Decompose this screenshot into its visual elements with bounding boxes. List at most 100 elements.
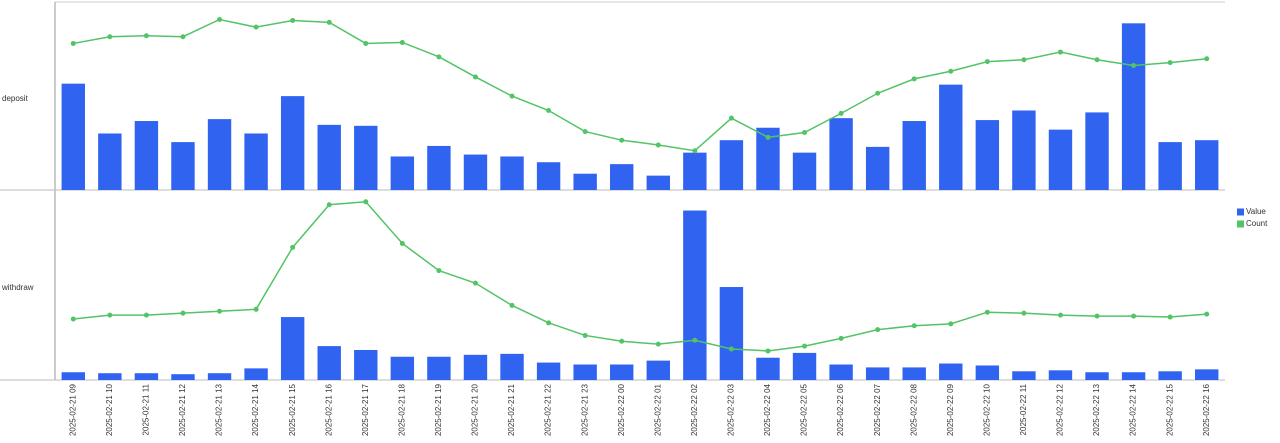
x-tick-label: 2025-02-21 19	[434, 383, 443, 436]
count-point	[875, 327, 881, 333]
bar	[463, 154, 488, 190]
count-point	[582, 332, 588, 338]
count-point	[107, 312, 113, 318]
x-tick-label: 2025-02-22 04	[763, 383, 772, 436]
bar	[98, 133, 122, 190]
count-point	[290, 17, 296, 23]
bar	[975, 365, 1000, 380]
count-point	[619, 338, 625, 344]
count-line	[73, 18, 1207, 152]
bar	[1085, 372, 1109, 380]
bar	[646, 175, 670, 190]
bar	[134, 121, 159, 190]
bar	[134, 373, 159, 380]
count-point	[765, 134, 771, 140]
x-tick-label: 2025-02-21 16	[324, 383, 333, 436]
x-tick-label: 2025-02-21 23	[580, 383, 589, 436]
bar	[1012, 110, 1036, 190]
bar	[646, 360, 670, 380]
count-point	[728, 115, 734, 121]
panel-label: deposit	[2, 94, 29, 103]
count-point	[436, 54, 442, 60]
x-tick-label: 2025-02-22 11	[1019, 383, 1028, 435]
count-point	[70, 40, 76, 46]
count-point	[838, 110, 844, 116]
bar	[1195, 140, 1219, 190]
bar	[975, 120, 1000, 190]
x-tick-label: 2025-02-22 01	[653, 383, 662, 436]
bar	[354, 125, 378, 190]
bar	[719, 140, 744, 190]
bar	[1048, 370, 1073, 380]
count-point	[1021, 57, 1027, 63]
count-point	[180, 310, 186, 316]
bar	[536, 162, 561, 190]
x-tick-label: 2025-02-21 14	[251, 383, 260, 436]
legend-label: Value	[1246, 207, 1266, 216]
bar	[1121, 23, 1146, 191]
bar	[61, 372, 85, 380]
x-tick-label: 2025-02-22 07	[873, 383, 882, 436]
count-point	[290, 244, 296, 250]
count-point	[399, 240, 405, 246]
count-point	[143, 312, 149, 318]
count-point	[692, 148, 698, 154]
bar	[390, 156, 415, 190]
x-tick-label: 2025-02-21 13	[215, 383, 224, 436]
panel-label: withdraw	[1, 283, 34, 292]
x-tick-label: 2025-02-22 14	[1129, 383, 1138, 436]
count-point	[838, 335, 844, 341]
count-point	[984, 309, 990, 315]
bar	[500, 353, 524, 380]
bar	[280, 317, 305, 380]
count-line	[73, 201, 1207, 352]
count-point	[875, 90, 881, 96]
bar	[792, 152, 817, 190]
count-point	[217, 308, 223, 314]
x-tick-label: 2025-02-22 12	[1056, 383, 1065, 436]
bar	[280, 96, 305, 190]
bar	[390, 356, 415, 380]
count-point	[436, 268, 442, 274]
count-point	[363, 40, 369, 46]
count-point	[948, 68, 954, 74]
bar	[939, 363, 963, 380]
x-tick-label: 2025-02-22 10	[982, 383, 991, 436]
x-tick-label: 2025-02-22 00	[617, 383, 626, 436]
count-point	[984, 59, 990, 65]
x-tick-label: 2025-02-22 09	[946, 383, 955, 436]
x-tick-label: 2025-02-21 18	[397, 383, 406, 436]
count-point	[326, 202, 332, 208]
count-point	[655, 142, 661, 148]
bar	[207, 373, 232, 380]
count-point	[399, 39, 405, 45]
bar	[756, 127, 780, 190]
bar	[171, 142, 195, 190]
count-point	[911, 323, 917, 329]
bar	[865, 367, 890, 380]
bar	[1085, 112, 1109, 190]
bar	[829, 364, 853, 380]
bar	[683, 152, 707, 190]
x-tick-label: 2025-02-22 03	[727, 383, 736, 436]
bar	[427, 356, 451, 380]
count-point	[70, 316, 76, 322]
x-tick-label: 2025-02-22 16	[1202, 383, 1211, 436]
count-point	[253, 306, 259, 312]
legend-label: Count	[1246, 219, 1268, 228]
bar	[902, 121, 926, 190]
bar	[1158, 142, 1182, 190]
count-point	[802, 343, 808, 349]
bar	[756, 357, 780, 380]
bar	[500, 156, 524, 190]
count-point	[1167, 314, 1173, 320]
x-tick-label: 2025-02-21 15	[288, 383, 297, 436]
x-tick-label: 2025-02-22 08	[909, 383, 918, 436]
count-point	[1057, 49, 1063, 55]
bar	[610, 364, 634, 380]
x-tick-label: 2025-02-21 09	[68, 383, 77, 436]
count-point	[582, 129, 588, 135]
count-point	[472, 74, 478, 80]
